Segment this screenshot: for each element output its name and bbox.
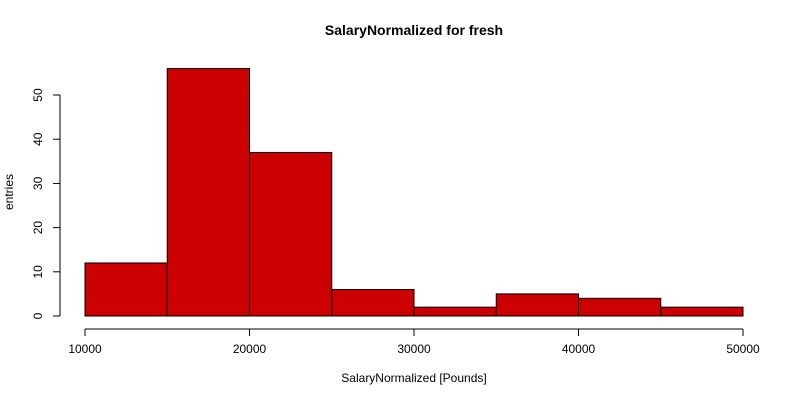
histogram-bar-2 xyxy=(249,151,333,317)
histogram-bar-1 xyxy=(166,67,250,317)
histogram-bar-5 xyxy=(495,293,579,317)
y-tick-label-4: 40 xyxy=(31,132,45,146)
chart-title: SalaryNormalized for fresh xyxy=(325,22,503,38)
x-axis: 10000 20000 30000 40000 50000 xyxy=(68,328,760,356)
histogram-bar-3 xyxy=(331,288,415,317)
y-tick-label-0: 0 xyxy=(31,312,45,319)
y-tick-label-3: 30 xyxy=(31,176,45,190)
y-axis-label: entries xyxy=(2,174,16,210)
y-tick-label-5: 50 xyxy=(31,88,45,102)
histogram-bar-7 xyxy=(660,306,744,317)
histogram-bar-4 xyxy=(413,306,497,317)
x-tick-label-2: 30000 xyxy=(397,342,431,356)
x-tick-label-0: 10000 xyxy=(68,342,102,356)
bars-group xyxy=(84,67,744,317)
y-axis: 0 10 20 30 40 50 xyxy=(31,88,61,319)
y-tick-label-2: 20 xyxy=(31,221,45,235)
histogram-bar-6 xyxy=(578,297,662,317)
x-axis-label: SalaryNormalized [Pounds] xyxy=(341,371,486,385)
x-tick-label-4: 50000 xyxy=(726,342,760,356)
histogram-bar-0 xyxy=(84,262,168,317)
x-tick-label-3: 40000 xyxy=(562,342,596,356)
x-tick-label-1: 20000 xyxy=(233,342,267,356)
y-tick-label-1: 10 xyxy=(31,265,45,279)
